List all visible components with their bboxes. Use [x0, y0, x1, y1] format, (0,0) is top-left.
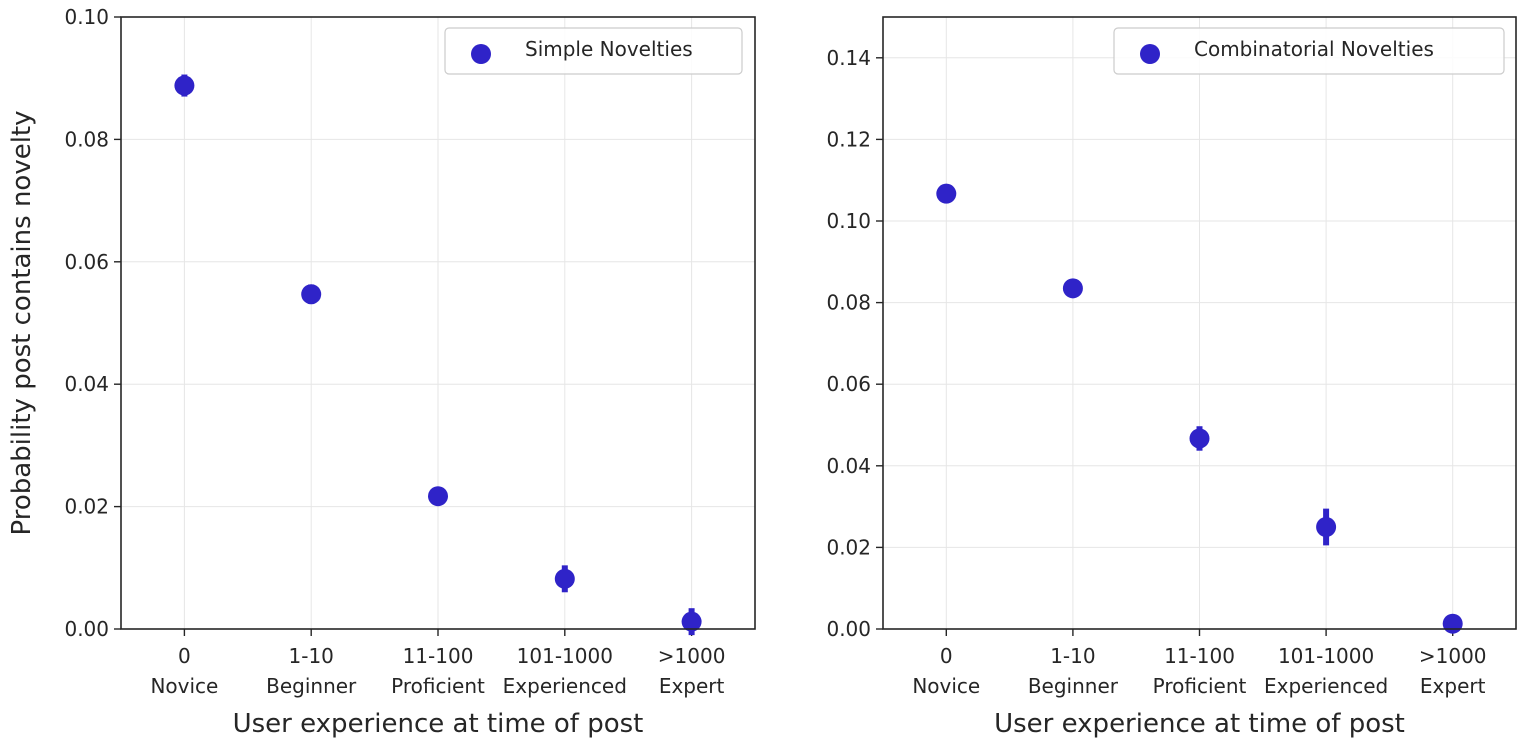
y-axis-title: Probability post contains novelty	[7, 110, 37, 535]
x-tick-label-level: Beginner	[266, 674, 357, 698]
y-tick-label: 0.06	[826, 372, 871, 396]
y-tick-label: 0.00	[64, 617, 109, 641]
y-tick-label: 0.14	[826, 46, 871, 70]
plot-frame	[120, 16, 756, 630]
x-tick-label-range: >1000	[658, 644, 726, 668]
y-tick-label: 0.12	[826, 127, 871, 151]
legend-label: Simple Novelties	[525, 37, 693, 61]
data-point[interactable]	[936, 183, 957, 204]
series-0	[174, 74, 702, 636]
y-tick-label: 0.08	[826, 291, 871, 315]
x-tick-label-range: 101-1000	[517, 644, 613, 668]
data-point[interactable]	[428, 486, 448, 507]
y-tick-label: 0.10	[64, 5, 109, 29]
x-tick-label-range: 11-100	[1164, 644, 1235, 668]
data-point[interactable]	[174, 75, 195, 96]
y-tick-label: 0.04	[826, 454, 871, 478]
data-point[interactable]	[1316, 517, 1337, 537]
y-axis: 0.00 0.02 0.04 0.06 0.08 0.10 0.12 0.14	[826, 46, 883, 641]
y-tick-label: 0.02	[826, 535, 871, 559]
x-tick-label-range: 101-1000	[1278, 644, 1374, 668]
y-tick-label: 0.06	[64, 250, 109, 274]
chart-panel-combinatorial-novelties: 0.00 0.02 0.04 0.06 0.08 0.10 0.12 0.14 0 Novice 1…	[826, 16, 1517, 739]
x-tick-label-level: Experienced	[503, 674, 627, 698]
x-tick-label-level: Beginner	[1028, 674, 1119, 698]
legend-box	[1113, 27, 1505, 75]
y-tick-label: 0.10	[826, 209, 871, 233]
x-tick-label-range: 11-100	[403, 644, 474, 668]
y-tick-label: 0.04	[64, 372, 109, 396]
legend-box	[444, 27, 743, 75]
x-tick-label-level: Experienced	[1264, 674, 1388, 698]
grid	[883, 17, 1516, 630]
y-axis: 0.00 0.02 0.04 0.06 0.08 0.10	[64, 5, 121, 641]
data-point[interactable]	[554, 568, 575, 589]
y-tick-label: 0.02	[64, 495, 109, 519]
x-tick-label-level: Proficient	[391, 674, 485, 698]
legend: Combinatorial Novelties	[1113, 27, 1505, 75]
legend: Simple Novelties	[444, 27, 743, 75]
legend-marker	[471, 44, 491, 64]
y-tick-label: 0.08	[64, 127, 109, 151]
x-axis-title: User experience at time of post	[233, 709, 644, 739]
x-axis-title: User experience at time of post	[994, 709, 1405, 739]
x-tick-label-range: 1-10	[289, 644, 334, 668]
data-point[interactable]	[1442, 613, 1463, 634]
data-point[interactable]	[1062, 278, 1083, 299]
x-tick-label-level: Expert	[659, 674, 725, 698]
x-axis: 0 Novice 1-10 Beginner 11-100 Proficient 101-1…	[150, 629, 725, 698]
grid	[121, 16, 755, 630]
legend-label: Combinatorial Novelties	[1194, 37, 1434, 61]
data-point[interactable]	[681, 611, 702, 632]
x-tick-label-level: Novice	[150, 674, 218, 698]
x-tick-label-level: Novice	[912, 674, 980, 698]
plot-frame	[882, 16, 1517, 630]
x-tick-label-range: >1000	[1419, 644, 1487, 668]
chart-panel-simple-novelties: 0.00 0.02 0.04 0.06 0.08 0.10 0 Novice 1-10 Begin…	[7, 5, 756, 739]
y-tick-label: 0.00	[826, 617, 871, 641]
x-tick-label-range: 0	[178, 644, 191, 668]
x-axis: 0 Novice 1-10 Beginner 11-100 Proficient 101-1…	[912, 629, 1487, 698]
x-tick-label-level: Expert	[1420, 674, 1486, 698]
legend-marker	[1140, 44, 1160, 64]
data-point[interactable]	[1189, 428, 1210, 449]
series-0	[936, 183, 1463, 634]
x-tick-label-level: Proficient	[1153, 674, 1247, 698]
x-tick-label-range: 1-10	[1050, 644, 1095, 668]
data-point[interactable]	[301, 284, 322, 305]
x-tick-label-range: 0	[940, 644, 953, 668]
